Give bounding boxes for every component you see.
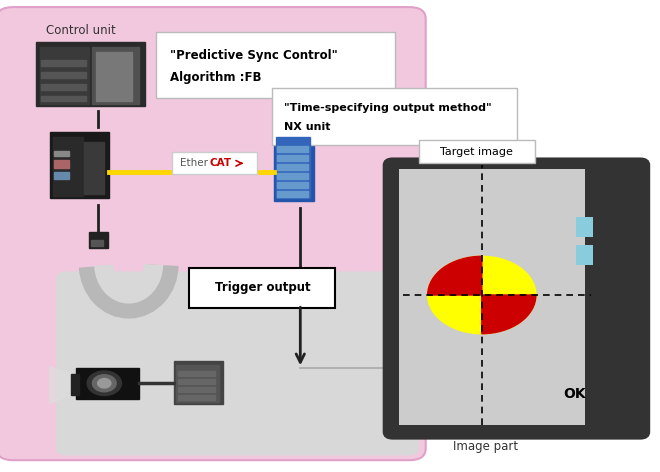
Bar <box>41 84 86 90</box>
Text: Algorithm :FB: Algorithm :FB <box>170 71 261 84</box>
Text: "Predictive Sync Control": "Predictive Sync Control" <box>170 49 337 62</box>
Bar <box>277 155 308 161</box>
Bar <box>71 374 79 395</box>
Bar <box>40 47 89 104</box>
Bar <box>36 42 145 106</box>
FancyBboxPatch shape <box>385 160 648 438</box>
Text: "Time-specifying output method": "Time-specifying output method" <box>284 102 492 113</box>
FancyBboxPatch shape <box>576 217 593 237</box>
Bar <box>178 371 214 376</box>
Bar <box>277 173 308 179</box>
Bar <box>96 52 132 101</box>
Circle shape <box>98 379 111 388</box>
Bar <box>277 182 308 188</box>
Bar <box>41 72 86 78</box>
Polygon shape <box>50 367 71 404</box>
Text: CAT: CAT <box>209 158 232 169</box>
FancyBboxPatch shape <box>172 152 257 174</box>
Text: OK: OK <box>563 387 585 401</box>
Bar <box>178 395 214 400</box>
FancyBboxPatch shape <box>189 268 335 308</box>
Bar <box>89 232 108 248</box>
Bar <box>76 368 139 399</box>
Bar <box>174 361 223 404</box>
FancyBboxPatch shape <box>576 245 593 265</box>
Bar <box>178 387 214 392</box>
Bar <box>53 137 82 196</box>
Wedge shape <box>428 256 482 295</box>
Bar <box>91 240 103 246</box>
Bar <box>41 96 86 101</box>
Text: Target image: Target image <box>440 146 513 157</box>
Bar <box>276 137 310 198</box>
Text: Image part: Image part <box>453 439 517 453</box>
Bar <box>277 146 308 152</box>
Text: NX unit: NX unit <box>284 122 330 133</box>
Bar <box>178 379 214 384</box>
Text: Ether: Ether <box>180 158 208 169</box>
FancyBboxPatch shape <box>56 271 419 455</box>
FancyBboxPatch shape <box>156 32 395 98</box>
Bar <box>54 172 69 179</box>
Bar <box>50 132 109 198</box>
Bar <box>41 60 86 66</box>
Circle shape <box>87 371 121 396</box>
Bar <box>277 164 308 170</box>
FancyBboxPatch shape <box>0 7 426 460</box>
Bar <box>84 142 104 194</box>
Circle shape <box>92 375 116 392</box>
Wedge shape <box>482 295 536 334</box>
Bar <box>274 135 314 201</box>
Bar <box>54 160 69 168</box>
Text: Trigger output: Trigger output <box>214 281 310 295</box>
Circle shape <box>428 256 536 334</box>
Bar <box>54 151 69 156</box>
Bar <box>277 191 308 197</box>
Text: Control unit: Control unit <box>46 24 116 37</box>
FancyBboxPatch shape <box>419 140 535 163</box>
FancyBboxPatch shape <box>399 169 585 425</box>
FancyBboxPatch shape <box>272 88 517 145</box>
Bar <box>176 365 219 402</box>
Bar <box>92 47 139 104</box>
